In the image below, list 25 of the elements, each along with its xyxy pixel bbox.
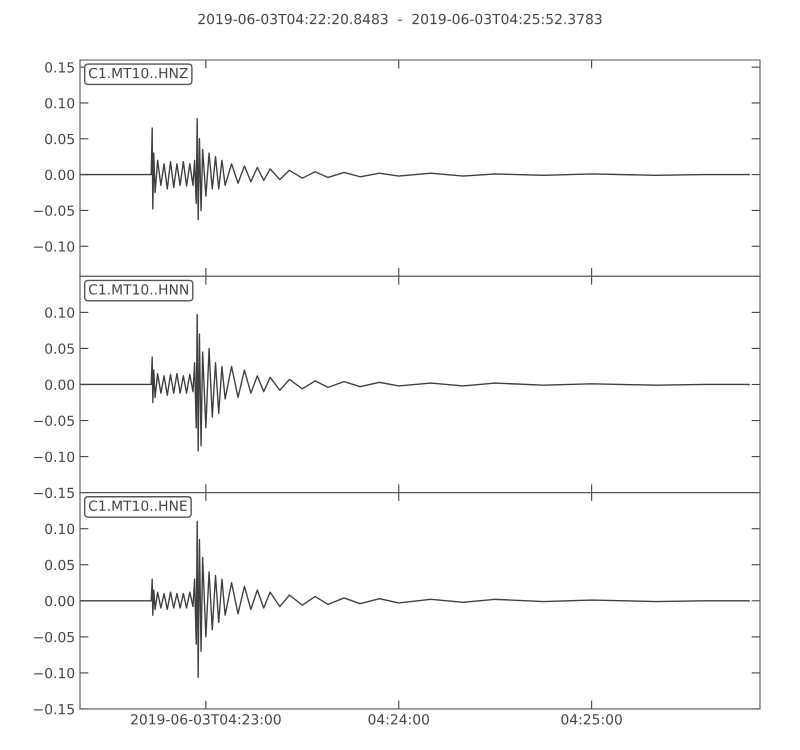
- y-tick-label: 0.15: [45, 62, 74, 73]
- y-tick-label: 0.00: [45, 170, 74, 180]
- series-label: C1.MT10..HNE: [88, 500, 187, 511]
- x-tick-label: 2019-06-03T04:23:00: [131, 714, 281, 725]
- y-tick-label: 0.10: [45, 307, 74, 318]
- y-tick-label: −0.10: [34, 668, 74, 678]
- y-tick-label: 0.00: [45, 596, 74, 606]
- y-tick-label: −0.05: [34, 632, 74, 642]
- y-tick-label: −0.15: [34, 488, 74, 498]
- chart-title: 2019-06-03T04:22:20.8483 - 2019-06-03T04:25:52.3783: [198, 14, 602, 24]
- x-tick-label: 04:25:00: [561, 714, 622, 725]
- y-tick-label: 0.05: [45, 134, 74, 144]
- y-tick-label: 0.05: [45, 560, 74, 570]
- series-label: C1.MT10..HNN: [88, 284, 188, 295]
- y-tick-label: −0.10: [34, 241, 74, 252]
- y-tick-label: 0.10: [45, 98, 74, 108]
- y-tick-label: −0.10: [34, 452, 74, 462]
- y-tick-label: 0.05: [45, 343, 74, 354]
- legend-label: C1.MT10..HNZ: [88, 68, 188, 78]
- y-tick-label: −0.15: [34, 704, 74, 714]
- y-tick-label: 0.00: [45, 379, 74, 390]
- x-tick-label: 04:24:00: [368, 714, 430, 725]
- y-tick-label: −0.05: [34, 416, 74, 426]
- y-tick-label: 0.10: [45, 524, 74, 534]
- y-tick-label: −0.05: [34, 205, 74, 216]
